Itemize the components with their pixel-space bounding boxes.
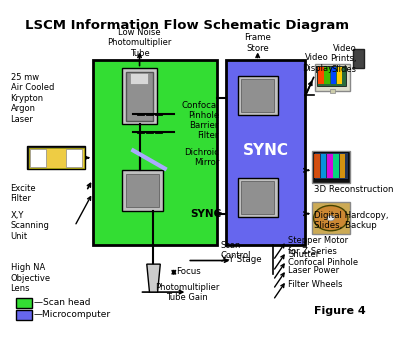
Bar [122, 68, 157, 124]
Text: Scan
Control: Scan Control [221, 241, 251, 260]
Text: SYNC: SYNC [243, 143, 289, 159]
Bar [337, 67, 342, 84]
Text: Stepper Motor
for Z-Series: Stepper Motor for Z-Series [288, 236, 348, 256]
Text: Digital Hardcopy,
Slides, Backup: Digital Hardcopy, Slides, Backup [314, 211, 388, 230]
Text: Excite
Filter: Excite Filter [11, 184, 36, 203]
Bar [30, 149, 46, 167]
Text: LSCM Information Flow Schematic Diagram: LSCM Information Flow Schematic Diagram [25, 19, 349, 32]
Bar [27, 146, 86, 169]
Text: 3D Reconstruction: 3D Reconstruction [314, 185, 393, 194]
Bar [126, 72, 153, 121]
Text: SYNC: SYNC [190, 209, 221, 219]
Ellipse shape [314, 205, 348, 231]
Text: Video
Prints,
Slides: Video Prints, Slides [330, 44, 357, 74]
Bar [330, 89, 335, 93]
Text: Frame
Store: Frame Store [244, 33, 271, 53]
Bar [130, 73, 148, 84]
Bar [29, 148, 84, 168]
Text: High NA
Objective
Lens: High NA Objective Lens [11, 263, 51, 293]
Bar [66, 149, 82, 167]
Bar [318, 67, 324, 84]
Text: Shutter: Shutter [288, 250, 320, 259]
Bar [126, 174, 159, 207]
Ellipse shape [327, 215, 334, 221]
Bar [314, 154, 320, 178]
Text: X-Y Stage: X-Y Stage [221, 255, 261, 264]
Bar [314, 152, 348, 179]
Bar [226, 60, 306, 245]
Text: Laser Power: Laser Power [288, 266, 340, 275]
Bar [340, 154, 345, 178]
Bar [242, 79, 274, 112]
Bar [312, 151, 350, 183]
Bar [321, 154, 326, 178]
Bar [238, 178, 278, 217]
Bar [324, 67, 330, 84]
Bar [334, 154, 339, 178]
Text: —Microcomputer: —Microcomputer [34, 310, 111, 319]
Text: Confocal
Pinhole: Confocal Pinhole [182, 101, 219, 120]
Bar [331, 67, 336, 84]
Bar [242, 181, 274, 214]
Text: Dichroic
Mirror: Dichroic Mirror [184, 148, 219, 167]
Bar [327, 154, 332, 178]
Polygon shape [147, 264, 160, 292]
Text: —Scan head: —Scan head [34, 298, 90, 307]
Text: Photomultiplier
Tube Gain: Photomultiplier Tube Gain [155, 283, 220, 303]
Bar [93, 60, 217, 245]
Text: Filter Wheels: Filter Wheels [288, 280, 343, 289]
Text: Video
Display: Video Display [302, 53, 333, 73]
Text: 25 mw
Air Cooled
Krypton
Argon
Laser: 25 mw Air Cooled Krypton Argon Laser [11, 73, 54, 124]
Text: Confocal Pinhole: Confocal Pinhole [288, 258, 358, 267]
Bar [16, 298, 32, 308]
Bar [16, 310, 32, 320]
Bar [317, 66, 346, 86]
Bar [315, 64, 350, 91]
Bar [353, 49, 364, 68]
Text: Low Noise
Photomultiplier
Tube: Low Noise Photomultiplier Tube [107, 28, 172, 58]
Text: Focus: Focus [176, 267, 201, 276]
Text: X,Y
Scanning
Unit: X,Y Scanning Unit [11, 211, 50, 241]
Bar [238, 76, 278, 115]
Bar [122, 170, 163, 211]
Text: Figure 4: Figure 4 [314, 306, 365, 316]
Bar [312, 202, 350, 234]
Text: Barrier
Filter: Barrier Filter [190, 121, 219, 140]
